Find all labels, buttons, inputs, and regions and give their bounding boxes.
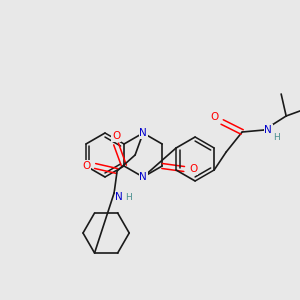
Text: H: H [273, 134, 280, 142]
Text: N: N [139, 128, 147, 138]
Text: O: O [189, 164, 197, 174]
Text: N: N [264, 125, 272, 135]
Text: O: O [112, 131, 120, 141]
Text: H: H [125, 193, 131, 202]
Text: N: N [139, 172, 147, 182]
Text: O: O [82, 161, 90, 171]
Text: N: N [115, 192, 123, 202]
Text: O: O [210, 112, 218, 122]
